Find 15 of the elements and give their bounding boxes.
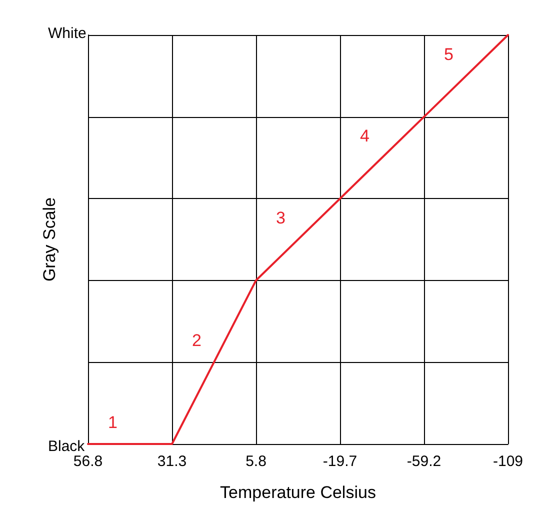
x-tick-label: 56.8	[73, 453, 103, 470]
annotation: 1	[108, 413, 118, 432]
text: Black	[48, 438, 86, 455]
x-tick-label: -109	[492, 453, 524, 470]
annotation: 3	[276, 208, 286, 228]
text: White	[48, 25, 86, 42]
x-tick-label: 31.3	[157, 453, 187, 470]
x-axis-title: Temperature Celsius	[220, 483, 376, 502]
x-tick-label: 5.8	[246, 453, 266, 470]
x-tick-label: -19.7	[322, 453, 358, 470]
annotation: 4	[360, 126, 370, 146]
annotation: 5	[444, 44, 454, 64]
y-axis-title: Gray Scale	[40, 197, 59, 282]
annotation: 2	[192, 331, 202, 350]
x-tick-label: -59.2	[406, 453, 442, 470]
